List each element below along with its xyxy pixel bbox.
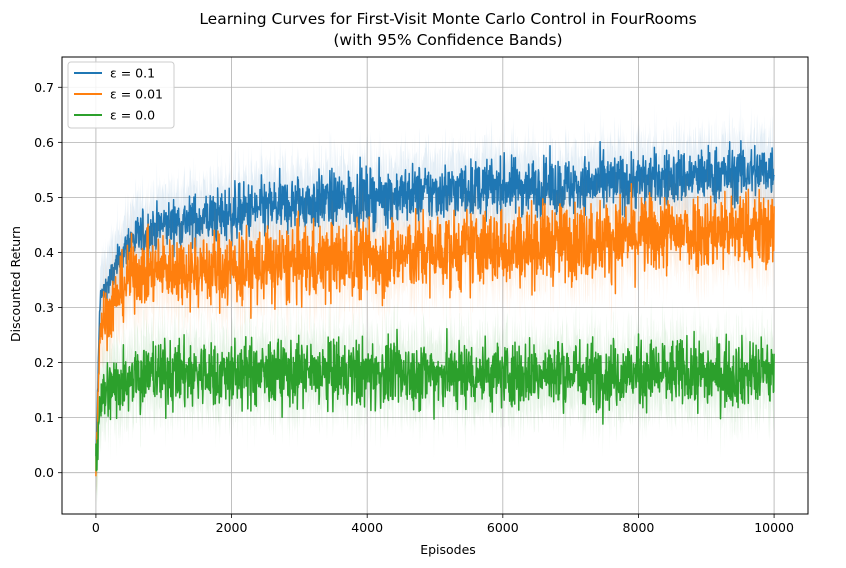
- legend-label: ε = 0.01: [110, 87, 163, 102]
- axis-ticks: 0 2000 4000 6000 8000 10000 0.0 0.1 0.2 0.3 0.4 0.5…: [34, 80, 794, 535]
- x-tick-label: 8000: [623, 520, 655, 535]
- legend-box: [67, 61, 175, 129]
- y-tick-label: 0.2: [34, 355, 54, 370]
- x-tick-label: 10000: [754, 520, 794, 535]
- chart-subtitle: (with 95% Confidence Bands): [333, 31, 562, 49]
- chart-title: Learning Curves for First-Visit Monte Ca…: [199, 10, 696, 28]
- y-axis-label: Discounted Return: [8, 226, 23, 342]
- y-tick-label: 0.6: [34, 135, 54, 150]
- x-tick-label: 4000: [351, 520, 383, 535]
- y-tick-label: 0.1: [34, 410, 54, 425]
- y-tick-label: 0.7: [34, 80, 54, 95]
- series-line-1: [95, 182, 775, 477]
- x-tick-label: 0: [92, 520, 100, 535]
- series-line-0: [95, 139, 775, 457]
- y-tick-label: 0.3: [34, 300, 54, 315]
- axes-frame: [61, 56, 809, 515]
- x-axis-label: Episodes: [420, 542, 476, 557]
- x-tick-label: 2000: [216, 520, 248, 535]
- legend: ε = 0.1 ε = 0.01 ε = 0.0: [67, 61, 175, 129]
- legend-label: ε = 0.1: [110, 66, 155, 81]
- x-tick-label: 6000: [487, 520, 519, 535]
- y-tick-label: 0.5: [34, 190, 54, 205]
- y-tick-label: 0.4: [34, 245, 54, 260]
- legend-label: ε = 0.0: [110, 108, 155, 123]
- plot-area: [95, 97, 775, 507]
- series-line-2: [95, 328, 775, 472]
- confidence-band-2: [95, 292, 775, 507]
- y-tick-label: 0.0: [34, 465, 54, 480]
